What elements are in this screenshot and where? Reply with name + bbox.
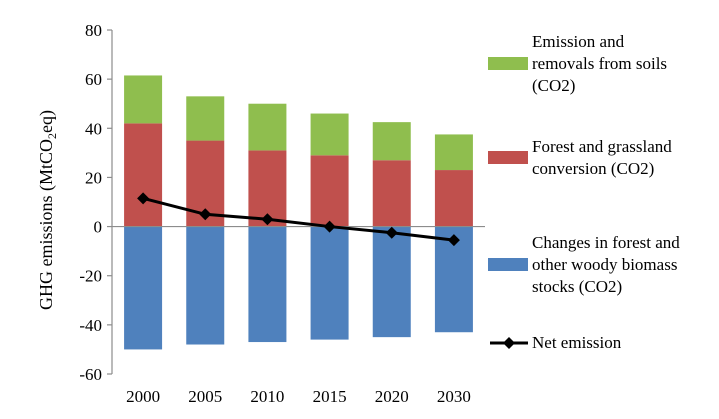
y-tick-label: 0 <box>94 218 103 237</box>
y-tick-label: 40 <box>85 119 102 138</box>
bar-forest-grassland-conversion <box>124 123 163 227</box>
legend-swatch <box>488 258 528 271</box>
legend-label: stocks (CO2) <box>532 277 622 296</box>
legend-label: Forest and grassland <box>532 137 672 156</box>
legend-label: Emission and <box>532 32 625 51</box>
legend-label: (CO2) <box>532 76 575 95</box>
x-tick-label: 2030 <box>437 387 471 406</box>
bar-emission-removals-soils <box>248 103 287 151</box>
net-emission-line <box>142 196 455 242</box>
x-tick-label: 2000 <box>126 387 160 406</box>
bar-emission-removals-soils <box>124 75 163 124</box>
y-tick-label: -60 <box>79 365 102 384</box>
net-emission-line-group <box>137 192 460 247</box>
bar-changes-forest-biomass <box>372 226 411 338</box>
legend-swatch <box>488 57 528 70</box>
x-tick-label: 2020 <box>375 387 409 406</box>
y-axis-label-suffix: eq) <box>36 110 57 133</box>
bar-forest-grassland-conversion <box>372 160 411 227</box>
legend-label: removals from soils <box>532 54 667 73</box>
bar-changes-forest-biomass <box>186 226 225 345</box>
y-axis-label: GHG emissions (MtCO2eq) <box>36 110 59 310</box>
legend-label: Changes in forest and <box>532 233 680 252</box>
y-axis-tick-marks <box>107 29 112 375</box>
bar-forest-grassland-conversion <box>310 155 349 227</box>
y-axis-label-prefix: GHG emissions (MtCO <box>36 139 57 310</box>
x-tick-label: 2010 <box>250 387 284 406</box>
y-tick-label: -20 <box>79 267 102 286</box>
net-emission-point <box>385 226 398 239</box>
legend-label: Net emission <box>532 333 622 352</box>
legend: Emission and removals from soils (CO2) Fore… <box>488 32 680 352</box>
bars-group <box>124 75 473 350</box>
bar-changes-forest-biomass <box>310 226 349 340</box>
bar-emission-removals-soils <box>434 134 473 171</box>
y-axis-label-subscript: 2 <box>45 133 59 139</box>
net-emission-point <box>199 208 212 221</box>
bar-emission-removals-soils <box>186 96 225 141</box>
y-axis-tick-labels: 80 60 40 20 0 -20 -40 -60 <box>79 21 102 384</box>
bar-emission-removals-soils <box>310 113 349 156</box>
legend-swatch <box>488 151 528 164</box>
net-emission-point <box>323 220 336 233</box>
bar-emission-removals-soils <box>372 122 411 161</box>
net-emission-point <box>447 234 460 247</box>
legend-label: other woody biomass <box>532 255 677 274</box>
net-emission-point <box>137 192 150 205</box>
x-axis-tick-labels: 2000 2005 2010 2015 2020 2030 <box>126 387 471 406</box>
y-tick-label: -40 <box>79 316 102 335</box>
x-tick-label: 2005 <box>188 387 222 406</box>
net-emission-point <box>261 213 274 226</box>
bar-forest-grassland-conversion <box>434 170 473 227</box>
y-tick-label: 20 <box>85 168 102 187</box>
legend-marker-net-emission <box>503 337 515 349</box>
bar-changes-forest-biomass <box>124 226 163 350</box>
legend-label: conversion (CO2) <box>532 159 654 178</box>
bar-changes-forest-biomass <box>248 226 287 343</box>
svg-text:GHG emissions (MtCO2eq): GHG emissions (MtCO2eq) <box>36 110 59 310</box>
x-tick-label: 2015 <box>313 387 347 406</box>
y-tick-label: 80 <box>85 21 102 40</box>
y-tick-label: 60 <box>85 70 102 89</box>
